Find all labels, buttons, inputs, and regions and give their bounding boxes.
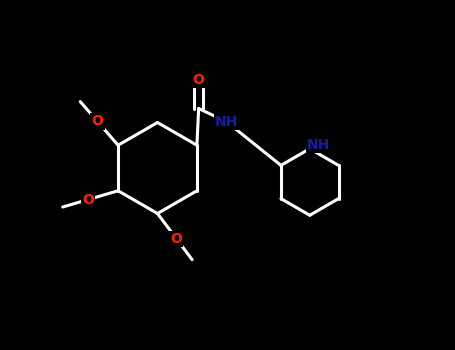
Text: NH: NH <box>307 138 330 152</box>
Text: O: O <box>82 193 94 206</box>
Text: O: O <box>193 73 205 87</box>
Text: O: O <box>91 114 103 128</box>
Text: O: O <box>171 232 182 246</box>
Text: NH: NH <box>215 115 238 129</box>
